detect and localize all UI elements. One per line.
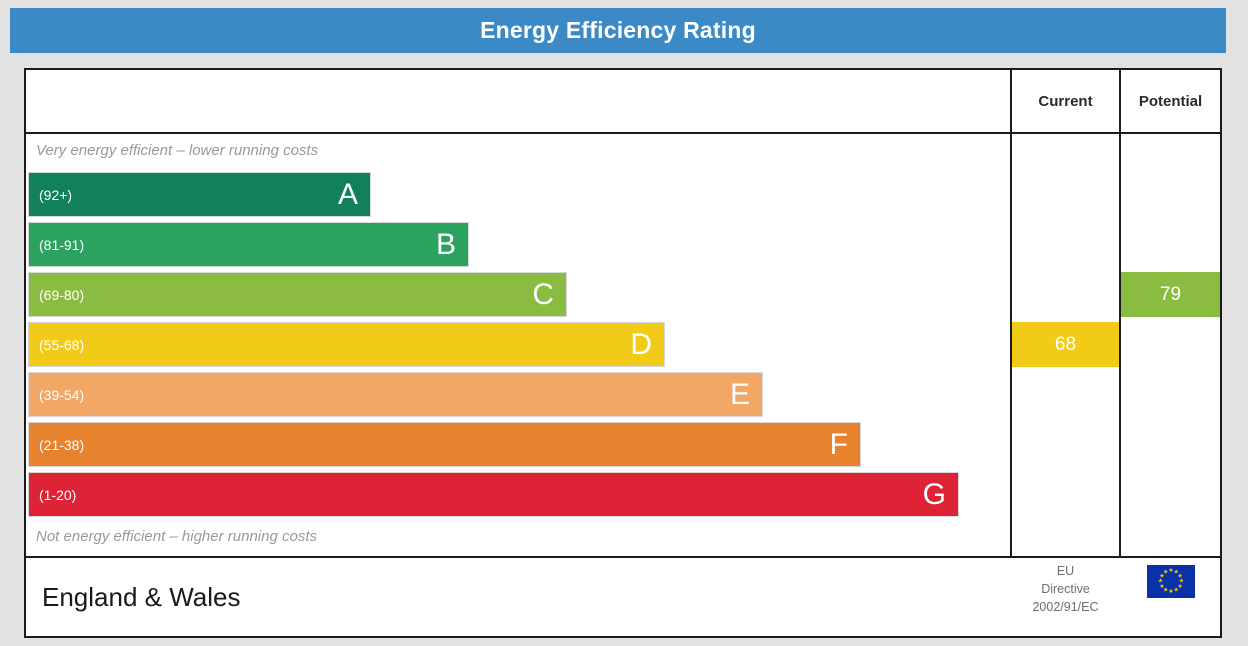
svg-text:★: ★ <box>1179 578 1184 585</box>
rating-band-a: (92+) A <box>28 172 371 217</box>
band-letter: A <box>337 177 358 211</box>
band-range-label: (92+) <box>39 186 73 203</box>
rating-bands: (92+) A (81-91) B (69-80) C (55-68) D (39-54) E (2… <box>28 172 1008 522</box>
band-range-label: (69-80) <box>39 286 85 303</box>
band-letter: D <box>630 327 652 361</box>
header-divider <box>26 132 1220 134</box>
title-bar: Energy Efficiency Rating <box>10 8 1226 53</box>
svg-text:★: ★ <box>1163 568 1168 575</box>
rating-band-g: (1-20) G <box>28 472 959 517</box>
page-title: Energy Efficiency Rating <box>480 17 756 43</box>
eu-directive-line-3: 2002/91/EC <box>1032 600 1099 614</box>
band-letter: F <box>829 427 848 461</box>
bottom-note: Not energy efficient – higher running co… <box>36 528 317 545</box>
column-header-current: Current <box>1038 92 1093 110</box>
band-range-label: (55-68) <box>39 336 85 353</box>
column-divider-potential <box>1119 70 1121 556</box>
current-rating-value: 68 <box>1054 333 1077 355</box>
eu-directive-label: EU Directive 2002/91/EC <box>1010 562 1121 616</box>
eu-flag-icon: ★ ★★★★★★★★★★★ <box>1147 565 1195 598</box>
rating-band-e: (39-54) E <box>28 372 763 417</box>
rating-band-c: (69-80) C <box>28 272 567 317</box>
region-label: England & Wales <box>42 581 241 612</box>
rating-band-f: (21-38) F <box>28 422 861 467</box>
band-letter: B <box>435 227 456 261</box>
rating-table: Current Potential Very energy efficient … <box>24 68 1222 638</box>
band-range-label: (81-91) <box>39 236 85 253</box>
potential-rating-value: 79 <box>1159 283 1182 305</box>
rating-band-d: (55-68) D <box>28 322 665 367</box>
eu-directive-line-2: Directive <box>1041 582 1090 596</box>
band-range-label: (39-54) <box>39 386 85 403</box>
column-divider-current <box>1010 70 1012 556</box>
svg-text:★: ★ <box>1159 583 1164 590</box>
svg-text:★: ★ <box>1163 587 1168 594</box>
svg-text:★: ★ <box>1177 572 1182 579</box>
svg-text:★: ★ <box>1159 572 1164 579</box>
current-rating-badge: 68 <box>1012 322 1119 367</box>
band-letter: C <box>532 277 554 311</box>
footer-divider <box>26 556 1220 558</box>
column-header-potential: Potential <box>1138 92 1203 110</box>
svg-text:★: ★ <box>1177 583 1182 590</box>
svg-text:★: ★ <box>1168 567 1173 574</box>
band-letter: G <box>922 477 946 511</box>
potential-rating-badge: 79 <box>1121 272 1220 317</box>
svg-text:★: ★ <box>1158 578 1163 585</box>
svg-text:★: ★ <box>1168 588 1173 595</box>
svg-text:★: ★ <box>1174 568 1179 575</box>
band-letter: E <box>729 377 750 411</box>
svg-text:★: ★ <box>1174 587 1179 594</box>
top-note: Very energy efficient – lower running co… <box>36 142 319 159</box>
eu-directive-line-1: EU <box>1056 564 1075 578</box>
band-range-label: (1-20) <box>39 486 77 503</box>
band-range-label: (21-38) <box>39 436 85 453</box>
rating-band-b: (81-91) B <box>28 222 469 267</box>
